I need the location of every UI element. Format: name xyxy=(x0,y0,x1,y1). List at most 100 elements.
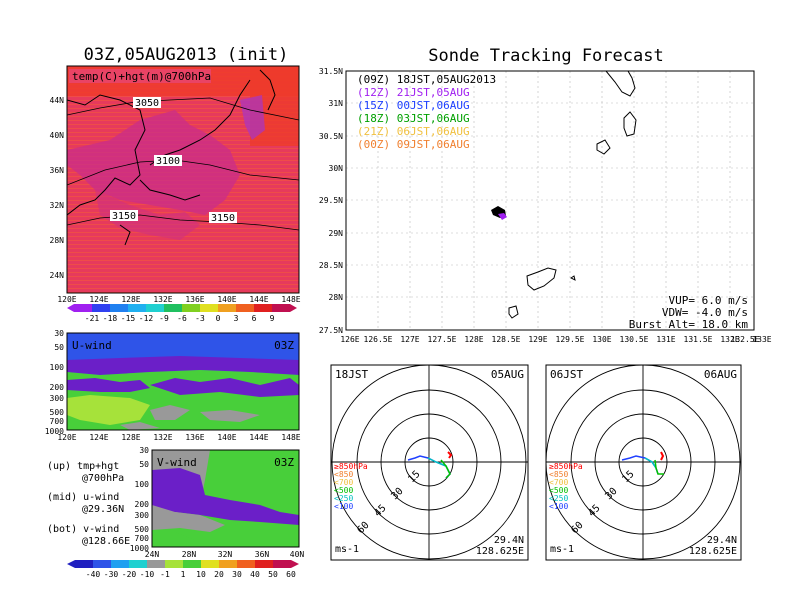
p-label: 30 xyxy=(54,329,64,338)
p-label: 200 xyxy=(50,383,65,392)
polar-lon: 128.625E xyxy=(689,546,737,557)
cbar-label: -1 xyxy=(160,570,170,579)
lat-label: 30N xyxy=(329,164,344,173)
islands xyxy=(508,70,637,319)
lat-label: 28N xyxy=(50,236,65,245)
polar-panel-1 xyxy=(330,364,529,561)
polar-lat: 29.4N xyxy=(707,535,737,546)
polar-lat: 29.4N xyxy=(494,535,524,546)
note-line: (bot) v-wind xyxy=(47,524,119,535)
temp-colorbar-labels: -21 -18 -15 -12 -9 -6 -3 0 3 6 9 xyxy=(85,314,275,323)
lon-label: 120E xyxy=(57,433,76,442)
cbar-label: 3 xyxy=(234,314,239,323)
polar-time: 18JST xyxy=(335,368,368,381)
lat-label: 28N xyxy=(329,293,344,302)
lon-label: 129E xyxy=(528,335,547,344)
lon-label: 132.5E xyxy=(731,335,760,344)
level-label: <500 xyxy=(334,486,353,495)
start-island xyxy=(491,206,507,220)
lat-label: 27.5N xyxy=(319,326,343,335)
polar-unit: ms-1 xyxy=(335,544,359,555)
lon-label: 120E xyxy=(57,295,76,304)
lat-label: 24N xyxy=(145,550,160,559)
v-wind-time: 03Z xyxy=(274,456,294,469)
legend-entry: (12Z) 21JST,05AUG xyxy=(357,86,470,99)
contour-label: 3100 xyxy=(156,156,180,167)
lat-label: 32N xyxy=(50,201,65,210)
lat-label: 40N xyxy=(50,131,65,140)
lon-label: 148E xyxy=(281,295,300,304)
cbar-label: 10 xyxy=(196,570,206,579)
v-wind-panel xyxy=(152,450,299,547)
cbar-label: -12 xyxy=(139,314,154,323)
cbar-label: 60 xyxy=(286,570,296,579)
v-wind-label: V-wind xyxy=(157,456,197,469)
cbar-label: -30 xyxy=(104,570,119,579)
lon-label: 140E xyxy=(217,295,236,304)
track-legend: (09Z) 18JST,05AUG2013 (12Z) 21JST,05AUG … xyxy=(357,73,496,151)
p-label: 100 xyxy=(50,363,65,372)
u-wind-lon-labels: 120E 124E 128E 132E 136E 140E 144E 148E xyxy=(57,433,300,442)
p-label: 50 xyxy=(139,460,149,469)
lon-label: 128E xyxy=(464,335,483,344)
legend-entry: (18Z) 03JST,06AUG xyxy=(357,112,470,125)
cbar-label: -10 xyxy=(140,570,155,579)
polar-level-legend: ≥850hPa <850 <700 <500 <250 <100 xyxy=(549,462,583,511)
cbar-label: -21 xyxy=(85,314,100,323)
level-label: <250 xyxy=(549,494,568,503)
lat-label: 36N xyxy=(255,550,270,559)
level-label: <850 xyxy=(549,470,568,479)
lat-label: 40N xyxy=(290,550,305,559)
lon-label: 140E xyxy=(217,433,236,442)
cbar-label: 40 xyxy=(250,570,260,579)
vdw-text: VDW= -4.0 m/s xyxy=(662,306,748,319)
legend-entry: (00Z) 09JST,06AUG xyxy=(357,138,470,151)
p-label: 50 xyxy=(54,343,64,352)
lon-label: 136E xyxy=(185,433,204,442)
p-label: 30 xyxy=(139,446,149,455)
p-label: 300 xyxy=(50,394,65,403)
p-label: 300 xyxy=(135,511,150,520)
p-label: 100 xyxy=(135,480,150,489)
p-label: 500 xyxy=(135,525,150,534)
lat-label: 28N xyxy=(182,550,197,559)
u-wind-time: 03Z xyxy=(274,339,294,352)
cbar-label: 50 xyxy=(268,570,278,579)
u-wind-p-labels: 30 50 100 200 300 500 700 1000 xyxy=(45,329,64,436)
lon-label: 131.5E xyxy=(684,335,713,344)
track-map-frame xyxy=(345,70,755,331)
cbar-label: -18 xyxy=(103,314,118,323)
left-title: 03Z,05AUG2013 (init) xyxy=(84,45,289,65)
cbar-label: 1 xyxy=(181,570,186,579)
u-wind-panel xyxy=(67,333,299,430)
cbar-label: 30 xyxy=(232,570,242,579)
p-label: 1000 xyxy=(45,427,64,436)
cbar-label: -15 xyxy=(121,314,136,323)
burst-text: Burst Alt= 18.0 km xyxy=(629,318,749,331)
map-label: temp(C)+hgt(m)@700hPa xyxy=(72,70,211,83)
wind-colorbar xyxy=(67,560,299,568)
level-label: <500 xyxy=(549,486,568,495)
note-line: @128.66E xyxy=(82,536,130,547)
lat-label: 36N xyxy=(50,166,65,175)
contour-labels: 3050 3100 3150 3150 xyxy=(110,97,237,224)
cbar-label: 0 xyxy=(216,314,221,323)
lon-label: 126.5E xyxy=(364,335,393,344)
lat-label: 29N xyxy=(329,229,344,238)
v-wind-lat-labels: 24N 28N 32N 36N 40N xyxy=(145,550,305,559)
contour-label: 3150 xyxy=(211,213,235,224)
cbar-label: -40 xyxy=(86,570,101,579)
u-wind-label: U-wind xyxy=(72,339,112,352)
cbar-label: 6 xyxy=(252,314,257,323)
polar-time: 06JST xyxy=(550,368,583,381)
lon-label: 130.5E xyxy=(620,335,649,344)
lon-label: 124E xyxy=(89,295,108,304)
track-lon-labels: 126E 126.5E 127E 127.5E 128E 128.5E 129E… xyxy=(340,335,771,344)
level-label: <100 xyxy=(334,502,353,511)
lon-label: 128E xyxy=(121,433,140,442)
lon-label: 132E xyxy=(153,433,172,442)
cbar-label: -9 xyxy=(159,314,169,323)
p-label: 700 xyxy=(50,417,65,426)
vup-text: VUP= 6.0 m/s xyxy=(669,294,748,307)
note-line: (up) tmp+hgt xyxy=(47,461,119,472)
